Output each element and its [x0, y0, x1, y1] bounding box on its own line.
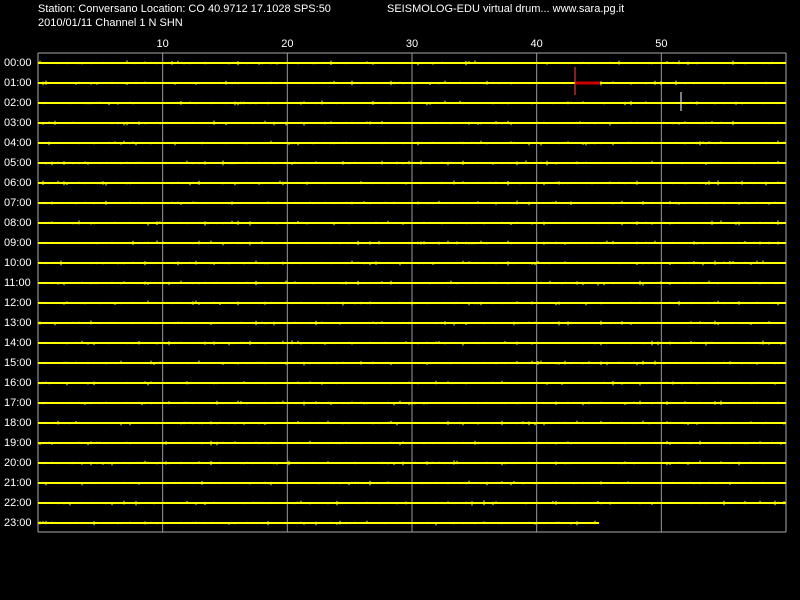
row-label: 12:00	[4, 297, 32, 309]
trace-noise	[39, 180, 785, 186]
trace-noise	[39, 340, 785, 346]
row-label: 09:00	[4, 237, 32, 249]
row-label: 14:00	[4, 337, 32, 349]
trace-noise	[39, 460, 785, 466]
trace-noise	[39, 360, 785, 366]
trace-noise	[39, 240, 785, 246]
x-tick-label: 50	[655, 38, 667, 50]
trace-noise	[39, 300, 785, 306]
row-label: 00:00	[4, 57, 32, 69]
trace-noise	[39, 500, 785, 506]
trace-noise	[39, 160, 785, 166]
row-label: 04:00	[4, 137, 32, 149]
x-tick-label: 20	[281, 38, 293, 50]
row-label: 10:00	[4, 257, 32, 269]
trace-noise	[39, 400, 785, 406]
trace-noise	[39, 80, 785, 86]
row-label: 16:00	[4, 377, 32, 389]
trace-noise	[39, 380, 785, 386]
row-label: 02:00	[4, 97, 32, 109]
row-label: 19:00	[4, 437, 32, 449]
trace-noise	[39, 280, 785, 286]
trace-noise	[39, 140, 785, 146]
row-label: 18:00	[4, 417, 32, 429]
row-label: 21:00	[4, 477, 32, 489]
row-label: 03:00	[4, 117, 32, 129]
row-label: 05:00	[4, 157, 32, 169]
trace-noise	[39, 520, 596, 526]
row-label: 11:00	[4, 277, 31, 289]
row-label: 06:00	[4, 177, 32, 189]
trace-noise	[39, 440, 785, 446]
trace-noise	[39, 260, 785, 266]
row-label: 17:00	[4, 397, 32, 409]
trace-noise	[39, 480, 785, 486]
row-label: 13:00	[4, 317, 32, 329]
row-label: 22:00	[4, 497, 32, 509]
row-label: 01:00	[4, 77, 32, 89]
trace-noise	[39, 420, 785, 426]
row-label: 15:00	[4, 357, 32, 369]
row-label: 20:00	[4, 457, 32, 469]
x-tick-label: 40	[531, 38, 543, 50]
trace-noise	[39, 220, 785, 226]
row-label: 23:00	[4, 517, 32, 529]
source-label: SEISMOLOG-EDU virtual drum... www.sara.p…	[387, 3, 624, 15]
row-label: 08:00	[4, 217, 32, 229]
plot-area: 10 20 30 40 50 00:00 01:00 02:00 03:00 04:00 05:00…	[4, 38, 787, 533]
x-tick-label: 30	[406, 38, 418, 50]
chart-subtitle: 2010/01/11 Channel 1 N SHN	[38, 17, 183, 29]
trace-noise	[39, 320, 785, 326]
x-tick-label: 10	[157, 38, 169, 50]
trace-noise	[39, 100, 785, 106]
row-label: 07:00	[4, 197, 32, 209]
chart-title: Station: Conversano Location: CO 40.9712…	[38, 3, 331, 15]
trace-noise	[39, 200, 785, 206]
